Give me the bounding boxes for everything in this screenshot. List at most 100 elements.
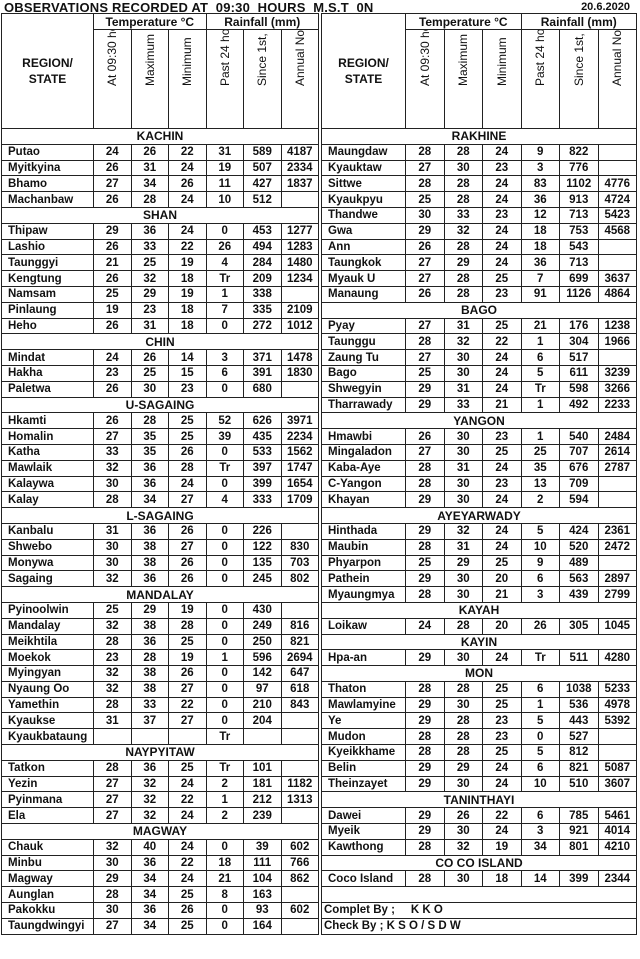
table-row: Bago 25 30 24 5 611 3239 [321, 364, 637, 382]
rain-past-24h: 26 [205, 238, 244, 256]
temp-min: 23 [168, 380, 207, 398]
table-row: Yamethin 28 33 22 0 210 843 [1, 696, 319, 714]
compiled-by: Complet By ; K K O [321, 902, 637, 919]
temp-at-0930: 23 [93, 364, 132, 382]
temp-at-0930: 29 [405, 759, 445, 777]
rain-since-jan: 676 [559, 459, 599, 477]
rain-since-jan: 371 [243, 349, 282, 366]
rain-since-jan: 399 [243, 475, 282, 493]
temp-max: 30 [443, 491, 483, 509]
rain-past-24h: 14 [520, 870, 560, 888]
region-name: MON [321, 665, 637, 682]
rain-since-jan: 821 [559, 759, 599, 777]
rain-since-jan: 101 [243, 759, 282, 777]
station-name: Maungdaw [321, 143, 406, 161]
temp-max: 36 [130, 854, 169, 872]
station-name: Loikaw [321, 617, 406, 635]
rain-since-jan: 272 [243, 317, 282, 335]
temp-at-0930: 28 [93, 633, 132, 651]
compiled-by-row: Complet By ; K K O [321, 902, 637, 919]
region-section-header: CO CO ISLAND [321, 854, 637, 872]
temp-max: 36 [130, 222, 169, 240]
rain-past-24h: 1 [205, 285, 244, 303]
temp-at-0930: 29 [405, 222, 445, 240]
rain-since-jan: 135 [243, 554, 282, 572]
station-name: Mudon [321, 728, 406, 746]
table-row: Kalaywa 30 36 24 0 399 1654 [1, 475, 319, 493]
temp-at-0930: 28 [405, 459, 445, 477]
rain-since-jan: 707 [559, 443, 599, 461]
temp-max: 30 [443, 823, 483, 840]
rain-since-jan: 713 [559, 254, 599, 272]
rain-past-24h: 5 [520, 522, 560, 540]
temp-min: 25 [482, 443, 522, 461]
temp-min: 21 [482, 396, 522, 414]
station-name: Kalaywa [1, 475, 94, 493]
region-section-header: U-SAGAING [1, 396, 319, 414]
temp-at-0930: 28 [405, 870, 445, 888]
temp-max: 30 [443, 349, 483, 366]
temp-min: 14 [168, 349, 207, 366]
temp-at-0930: 32 [93, 459, 132, 477]
rain-past-24h: 3 [205, 349, 244, 366]
rain-past-24h: 3 [520, 586, 560, 603]
rain-since-jan: 563 [559, 570, 599, 588]
rain-past-24h: 0 [205, 443, 244, 461]
table-row: Myeik 29 30 24 3 921 4014 [321, 823, 637, 840]
station-name: Namsam [1, 285, 94, 303]
temp-max-header: Maximum [130, 29, 169, 129]
temp-min: 25 [482, 317, 522, 335]
station-name: Ann [321, 238, 406, 256]
temp-min: 24 [168, 807, 207, 825]
table-row: Dawei 29 26 22 6 785 5461 [321, 807, 637, 825]
rain-since-jan: 333 [243, 491, 282, 509]
rain-since-jan: 536 [559, 696, 599, 714]
table-row: C-Yangon 28 30 23 13 709 [321, 475, 637, 493]
temp-min: 24 [482, 538, 522, 556]
region-section-header: AYEYARWADY [321, 507, 637, 524]
station-name: Taungdwingyi [1, 917, 94, 935]
temp-min: 24 [168, 191, 207, 208]
rain-annual-normal: 1966 [597, 333, 637, 351]
temp-max: 30 [130, 380, 169, 398]
table-row: Ye 29 28 23 5 443 5392 [321, 712, 637, 730]
rain-annual-normal: 2799 [597, 586, 637, 603]
temp-at-0930: 21 [93, 254, 132, 272]
region-name: BAGO [321, 301, 637, 319]
rain-since-jan: 598 [559, 380, 599, 398]
station-name: Shwegyin [321, 380, 406, 398]
table-row: Pakokku 30 36 26 0 93 602 [1, 902, 319, 919]
rain-past-24h: 0 [205, 665, 244, 682]
station-name: Phyarpon [321, 554, 406, 572]
temp-at-0930: 31 [93, 712, 132, 730]
temp-min: 22 [482, 333, 522, 351]
station-name: Chauk [1, 838, 94, 856]
temp-max: 37 [130, 712, 169, 730]
temp-max: 30 [443, 443, 483, 461]
table-row: Mawlamyine 29 30 25 1 536 4978 [321, 696, 637, 714]
temp-max: 34 [130, 491, 169, 509]
station-name: Myingyan [1, 665, 94, 682]
rain-since-jan: 111 [243, 854, 282, 872]
temp-max: 30 [443, 696, 483, 714]
column-header-label: At 09:30 hours [105, 29, 120, 86]
temp-max: 36 [130, 522, 169, 540]
region-name: CHIN [1, 333, 319, 351]
temp-min: 25 [482, 744, 522, 761]
temp-at-0930: 27 [93, 791, 132, 809]
temp-max: 36 [130, 902, 169, 919]
rain-past-24h: Tr [205, 459, 244, 477]
temp-min: 19 [168, 649, 207, 667]
rain-past-24h: 5 [520, 744, 560, 761]
rain-past-24h: 13 [520, 475, 560, 493]
rain-since-jan: 435 [243, 428, 282, 445]
temp-min: 26 [168, 522, 207, 540]
rain-annual-normal: 2234 [280, 428, 319, 445]
rain-annual-normal-header: Annual Normal [597, 29, 637, 129]
temp-min: 24 [168, 159, 207, 177]
temp-at-0930: 30 [93, 475, 132, 493]
table-row: Taungdwingyi 27 34 25 0 164 [1, 917, 319, 935]
temp-max: 29 [443, 254, 483, 272]
temp-max: 26 [443, 807, 483, 825]
rain-past-24h: Tr [520, 380, 560, 398]
